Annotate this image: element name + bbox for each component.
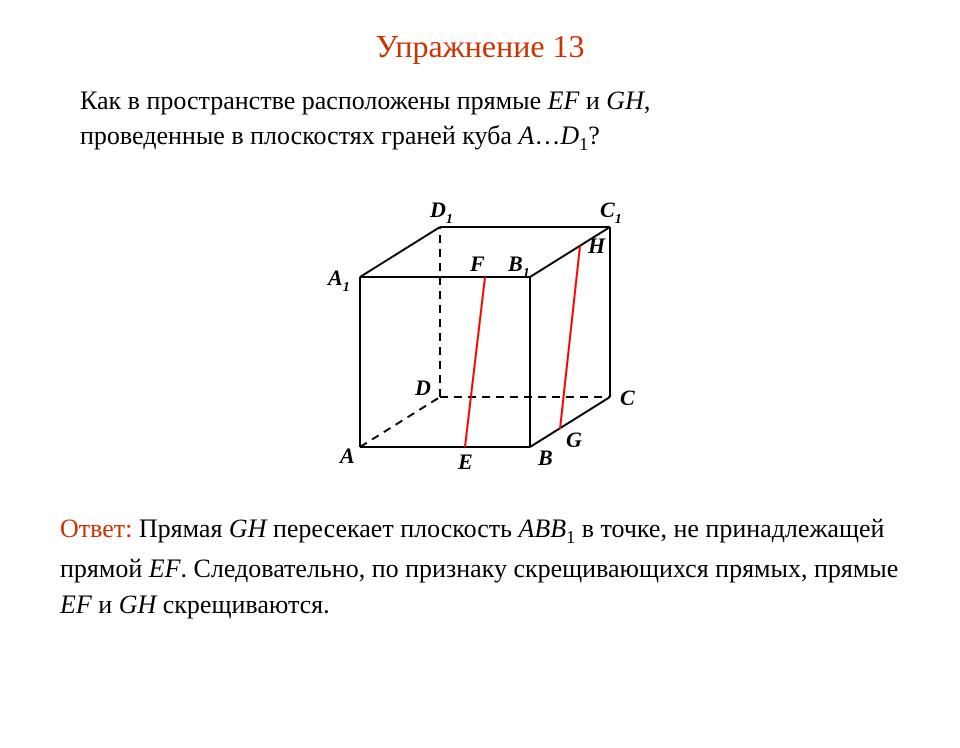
svg-text:D1: D1 (429, 197, 453, 227)
svg-text:C1: C1 (600, 197, 622, 227)
ans-em: EF (60, 590, 92, 619)
svg-text:B: B (537, 445, 553, 470)
q-em-gh: GH (606, 86, 644, 115)
q-em-ef: EF (548, 86, 580, 115)
ans-em: GH (119, 590, 157, 619)
svg-text:E: E (457, 449, 473, 474)
cube-diagram: ABCDA1B1C1D1EFGH (270, 167, 690, 487)
ans-text: и (92, 590, 119, 619)
q-text: и (579, 86, 606, 115)
svg-text:D: D (414, 375, 431, 400)
answer-label: Ответ: (60, 514, 132, 543)
q-sub: 1 (579, 134, 588, 154)
q-em-d: D (560, 121, 579, 150)
q-text: … (534, 121, 560, 150)
svg-text:A: A (338, 443, 355, 468)
q-text: Как в пространстве расположены прямые (80, 86, 548, 115)
svg-text:G: G (566, 427, 582, 452)
q-text: , (644, 86, 651, 115)
ans-em: EF (149, 554, 181, 583)
cube-diagram-container: ABCDA1B1C1D1EFGH (0, 167, 960, 487)
q-text: ? (588, 121, 600, 150)
ans-text: пересекает плоскость (266, 514, 518, 543)
question-text: Как в пространстве расположены прямые EF… (80, 83, 880, 157)
svg-text:F: F (469, 251, 485, 276)
ans-text: скрещиваются. (156, 590, 329, 619)
answer-text: Ответ: Прямая GH пересекает плоскость AB… (60, 511, 900, 623)
exercise-title: Упражнение 13 (0, 28, 960, 65)
ans-text: . Следовательно, по признаку скрещивающи… (181, 554, 899, 583)
ans-text: Прямая (132, 514, 229, 543)
ans-em: ABB (518, 514, 566, 543)
q-text: проведенные в плоскостях граней куба (80, 121, 518, 150)
ans-em: GH (229, 514, 267, 543)
svg-text:H: H (587, 233, 606, 258)
q-em-a: A (518, 121, 534, 150)
svg-text:A1: A1 (326, 265, 350, 295)
svg-text:C: C (620, 385, 635, 410)
ans-sub: 1 (566, 527, 575, 547)
